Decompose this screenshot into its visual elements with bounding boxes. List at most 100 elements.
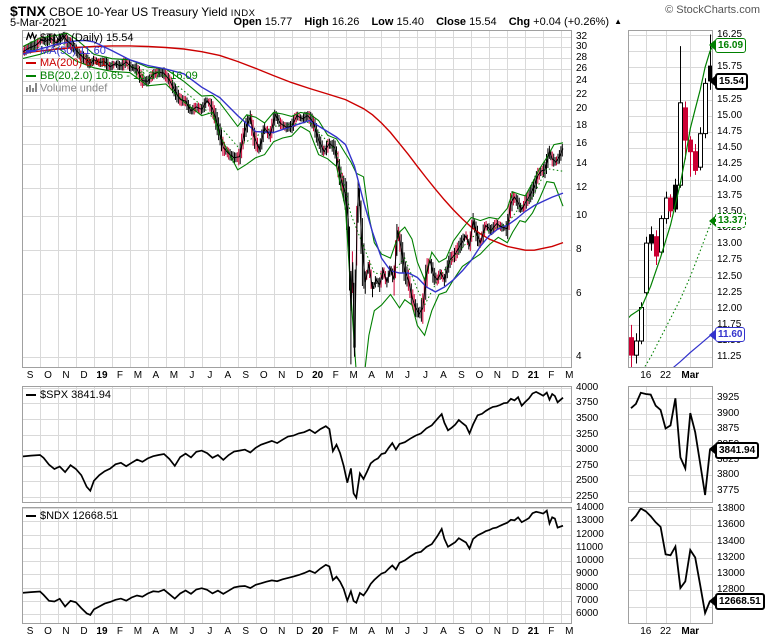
quote-low: Low 15.40 [371,16,424,28]
spx-legend: $SPX 3841.94 [26,389,111,402]
ndx-swatch [26,515,36,518]
header-title-line: $TNX CBOE 10-Year US Treasury Yield INDX [10,3,256,19]
y-axis-label: 16 [576,137,588,149]
x-axis-label: N [62,626,70,637]
quote-high-label: High [304,16,329,28]
x-axis-label: Mar [681,370,700,381]
x-axis-label: 19 [96,626,108,637]
volume-bars-icon [26,82,37,96]
x-axis-label: M [385,370,394,381]
up-triangle-icon: ▲ [614,17,622,26]
x-axis-label: M [349,370,358,381]
tnx-main-ma200-line [22,45,564,251]
x-axis-label: M [169,370,179,381]
ndx-main-close-line [22,509,564,616]
y-axis-label: 3750 [576,397,599,409]
x-axis-label: O [44,370,52,381]
tnx-main-panel [22,30,572,368]
x-axis-label: D [296,370,304,381]
tnx-legend: $TNX (Daily) 15.54 MA(50) 11.60 MA(200) … [25,31,198,96]
ndx-mini-panel [628,507,713,624]
y-axis-label: 6000 [576,608,599,620]
quote-close-label: Close [436,16,467,28]
x-axis-label: D [80,370,88,381]
ndx-legend-label: $NDX 12668.51 [40,510,119,522]
x-axis-label: 22 [659,626,672,637]
price-callout: 12668.51 [715,593,765,611]
y-axis-label: 3825 [717,453,740,465]
x-axis-label: A [440,626,447,637]
x-axis-label: 20 [312,626,324,637]
tnx-mini-ma50-line [671,333,713,368]
price-callout: 11.60 [715,327,746,343]
quote-low-value: 15.40 [396,16,425,28]
y-axis-label: 12800 [717,584,745,596]
y-axis-label: 13800 [717,503,745,515]
quote-high-value: 16.26 [331,16,360,28]
y-axis-label: 12.75 [717,254,743,266]
y-axis-label: 3775 [717,484,740,496]
x-axis-label: M [133,626,143,637]
x-axis-label: A [368,626,375,637]
x-axis-label: O [475,626,484,637]
x-axis-label: O [259,370,268,381]
chart-title: CBOE 10-Year US Treasury Yield [49,5,228,19]
x-axis-label: D [511,370,519,381]
quote-change: Chg +0.04 (+0.26%) [509,16,609,28]
x-axis-label: J [405,370,411,381]
tnx-legend-ma200-row: MA(200) 8.41 [26,57,198,70]
x-axis-label: M [565,370,574,381]
y-axis-label: 16.25 [717,29,743,41]
y-axis-label: 14.75 [717,125,743,137]
x-axis-label: M [349,626,358,637]
x-axis-label: M [169,626,179,637]
x-axis-label: Mar [681,626,700,637]
spx-mini-panel [628,386,713,503]
tnx-mini-bb_upper-line [628,45,713,319]
price-callout-arrow [709,329,715,340]
x-axis-label: S [242,626,250,637]
y-axis-label: 14000 [576,501,604,513]
y-axis-label: 11.75 [717,318,742,330]
bb-swatch [26,74,36,77]
price-callout-arrow [709,444,715,455]
x-axis-label: N [493,626,502,637]
spx-legend-row: $SPX 3841.94 [26,389,111,402]
quote-high: High 16.26 [304,16,359,28]
x-axis-label: S [26,626,34,637]
quote-change-label: Chg [508,16,531,28]
x-axis-label: F [548,626,555,637]
x-axis-label: A [224,626,232,637]
y-axis-label: 10 [576,209,588,221]
y-axis-label: 10000 [576,555,604,567]
x-axis-label: A [224,370,232,381]
spx-swatch [26,394,36,397]
ndx-mini-close-line [630,507,711,617]
ndx-legend: $NDX 12668.51 [26,510,118,523]
tnx-legend-volume: Volume undef [40,82,108,95]
x-axis-label: M [385,626,394,637]
x-axis-label: F [548,370,555,381]
x-axis-label: J [189,626,195,637]
y-axis-label: 3900 [717,407,740,419]
price-callout-arrow [709,215,715,226]
tnx-mini-bb_mid-line [643,220,713,368]
x-axis-label: 22 [659,370,672,381]
x-axis-label: J [189,370,195,381]
y-axis-label: 14 [576,158,588,170]
y-axis-label: 13.00 [717,238,743,250]
y-axis-label: 2250 [576,491,599,503]
y-axis-label: 13600 [717,519,745,531]
price-callout: 16.09 [715,37,747,53]
y-axis-label: 8 [576,244,582,256]
ma200-swatch [26,62,36,65]
quote-change-value: +0.04 (+0.26%) [533,16,610,28]
y-axis-label: 3000 [576,444,599,456]
y-axis-label: 12.25 [717,286,743,298]
y-axis-label: 13000 [717,568,745,580]
y-axis-label: 32 [576,31,588,43]
y-axis-label: 20 [576,103,588,115]
x-axis-label: J [405,626,411,637]
price-callout-arrow [709,40,715,51]
x-axis-label: S [458,370,465,381]
